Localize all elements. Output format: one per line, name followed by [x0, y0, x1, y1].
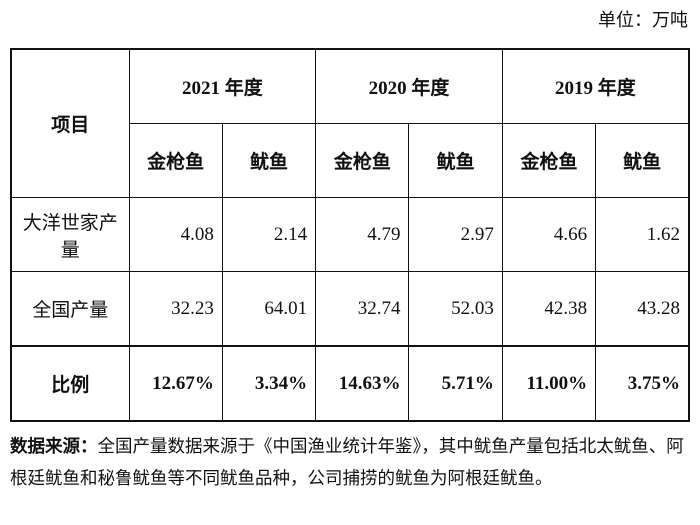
value-cell: 43.28 [595, 271, 690, 347]
species-header: 金枪鱼 [501, 123, 597, 198]
value-cell: 4.08 [128, 197, 223, 272]
species-header: 金枪鱼 [315, 123, 410, 198]
value-cell: 64.01 [221, 271, 317, 347]
data-row: 比例 12.67% 3.34% 14.63% 5.71% 11.00% 3.75% [10, 345, 690, 422]
species-header: 鱿鱼 [408, 123, 503, 198]
year-header: 2021 年度 [128, 48, 317, 124]
row-label: 大洋世家产量 [10, 197, 130, 272]
header-row: 项目 2021 年度 2020 年度 2019 年度 [10, 48, 690, 198]
species-row: 金枪鱼 鱿鱼 金枪鱼 鱿鱼 金枪鱼 鱿鱼 [11, 123, 690, 198]
value-cell: 2.14 [221, 197, 317, 272]
value-cell: 4.66 [501, 197, 597, 272]
note-text: 全国产量数据来源于《中国渔业统计年鉴》，其中鱿鱼产量包括北太鱿鱼、阿根廷鱿鱼和秘… [10, 436, 684, 488]
value-cell: 32.23 [128, 271, 223, 347]
header-cell: 项目 [10, 48, 130, 198]
data-row: 全国产量 32.23 64.01 32.74 52.03 42.38 43.28 [10, 271, 690, 347]
species-header: 金枪鱼 [128, 123, 223, 198]
row-label: 全国产量 [10, 271, 130, 347]
production-table: 项目 2021 年度 2020 年度 2019 年度 金枪鱼 鱿鱼 金枪鱼 鱿鱼 金枪鱼… [10, 48, 690, 422]
row-label: 比例 [10, 345, 130, 422]
value-cell: 2.97 [408, 197, 503, 272]
value-cell: 12.67% [128, 345, 223, 422]
value-cell: 1.62 [595, 197, 690, 272]
note: 数据来源：全国产量数据来源于《中国渔业统计年鉴》，其中鱿鱼产量包括北太鱿鱼、阿根… [10, 430, 690, 494]
year-header: 2020 年度 [315, 48, 503, 124]
value-cell: 32.74 [315, 271, 410, 347]
species-header: 鱿鱼 [221, 123, 317, 198]
value-cell: 11.00% [501, 345, 597, 422]
value-cell: 4.79 [315, 197, 410, 272]
note-label: 数据来源： [10, 436, 98, 456]
unit-label: 单位：万吨 [598, 10, 688, 30]
value-cell: 52.03 [408, 271, 503, 347]
year-header: 2019 年度 [501, 48, 690, 124]
value-cell: 42.38 [501, 271, 597, 347]
value-cell: 3.34% [221, 345, 317, 422]
value-cell: 14.63% [315, 345, 410, 422]
value-cell: 5.71% [408, 345, 503, 422]
value-cell: 3.75% [595, 345, 690, 422]
data-row: 大洋世家产量 4.08 2.14 4.79 2.97 4.66 1.62 [10, 197, 690, 272]
species-header: 鱿鱼 [595, 123, 690, 198]
table-body: 项目 2021 年度 2020 年度 2019 年度 金枪鱼 鱿鱼 金枪鱼 鱿鱼 金枪鱼… [10, 48, 690, 422]
